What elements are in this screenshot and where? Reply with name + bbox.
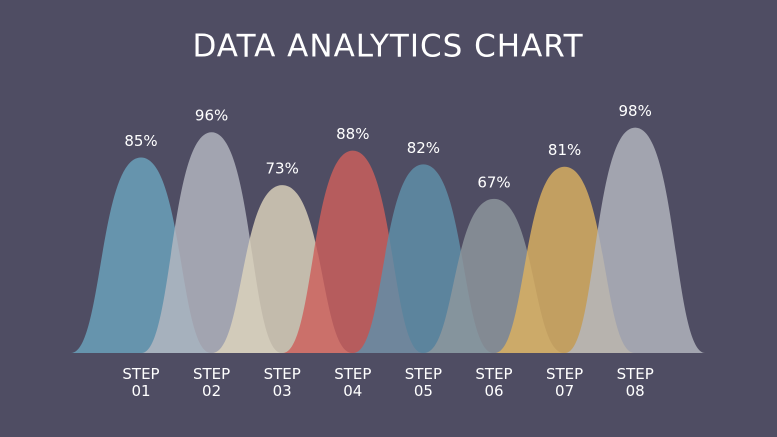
value-label: 88% bbox=[336, 125, 369, 143]
value-label: 96% bbox=[195, 107, 228, 125]
chart-title: DATA ANALYTICS CHART bbox=[192, 29, 583, 65]
value-label: 85% bbox=[124, 132, 157, 150]
value-label: 82% bbox=[407, 139, 440, 157]
category-label: STEP 07 bbox=[545, 365, 584, 400]
value-label: 67% bbox=[477, 173, 510, 191]
category-label: STEP 05 bbox=[404, 365, 442, 400]
category-label: STEP 08 bbox=[616, 365, 654, 400]
value-label: 81% bbox=[548, 141, 581, 159]
category-label: STEP 02 bbox=[192, 365, 231, 400]
category-label: STEP 01 bbox=[122, 365, 160, 400]
value-label: 98% bbox=[619, 102, 652, 120]
bell bbox=[565, 127, 706, 353]
category-label: STEP 06 bbox=[475, 365, 513, 400]
category-label: STEP 03 bbox=[263, 365, 301, 400]
value-label: 73% bbox=[266, 160, 299, 178]
category-label: STEP 04 bbox=[334, 365, 372, 400]
